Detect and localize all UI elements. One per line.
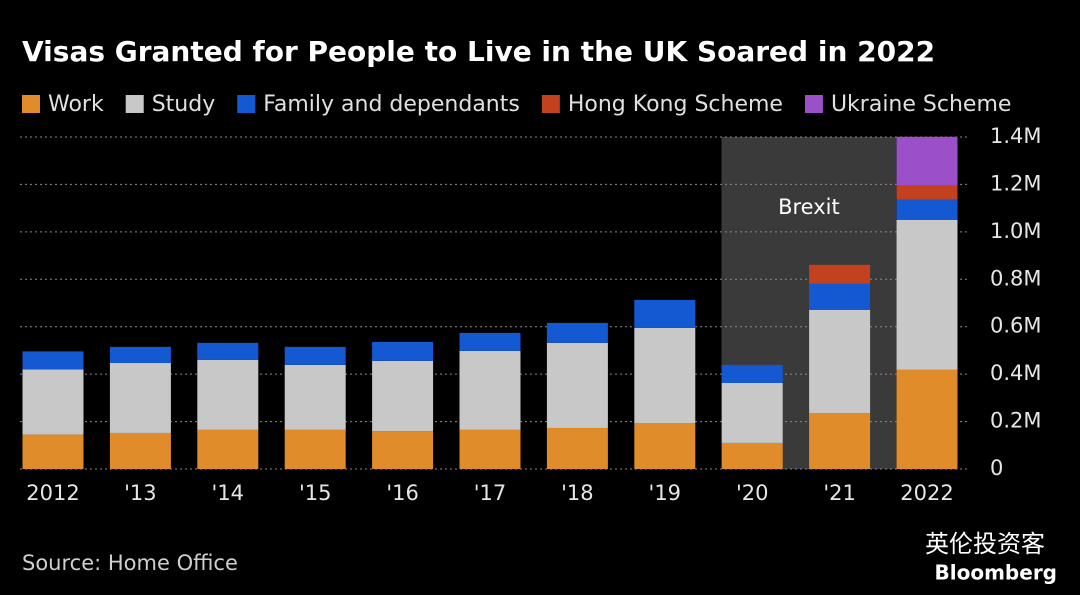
bar-segment bbox=[284, 429, 346, 469]
legend-swatch bbox=[541, 95, 560, 113]
bar-segment bbox=[721, 382, 783, 443]
x-tick-label: '13 bbox=[124, 481, 157, 505]
y-tick-label: 1.2M bbox=[990, 171, 1042, 195]
x-tick-label: '20 bbox=[736, 481, 769, 505]
bar-segment bbox=[22, 351, 84, 370]
x-tick-label: '14 bbox=[212, 481, 245, 505]
x-tick-label: '18 bbox=[561, 481, 594, 505]
bar-segment bbox=[197, 429, 259, 469]
annotation-label: Brexit bbox=[778, 195, 840, 219]
bar-segment bbox=[721, 442, 783, 469]
bar-segment bbox=[809, 309, 871, 414]
legend-swatch bbox=[22, 95, 40, 113]
bar-segment bbox=[546, 342, 608, 428]
chart-title: Visas Granted for People to Live in the … bbox=[22, 35, 935, 68]
legend: Work Study Family and dependants Hong Kong … bbox=[22, 92, 1011, 117]
bar-segment bbox=[284, 364, 346, 430]
bar-segment bbox=[896, 136, 958, 186]
bar-segment bbox=[197, 342, 259, 360]
bar-segment bbox=[634, 422, 696, 469]
brand: Bloomberg bbox=[935, 561, 1057, 585]
legend-label: Ukraine Scheme bbox=[831, 92, 1011, 117]
y-tick-label: 0 bbox=[990, 456, 1003, 480]
bar-segment bbox=[109, 346, 171, 363]
bar-segment bbox=[459, 332, 521, 351]
bar-segment bbox=[284, 346, 346, 365]
x-tick-label: 2012 bbox=[26, 481, 79, 505]
bar-segment bbox=[809, 264, 871, 284]
x-tick-label: 2022 bbox=[900, 481, 953, 505]
bar-segment bbox=[459, 429, 521, 469]
y-tick-label: 1.0M bbox=[990, 219, 1042, 243]
bar-segment bbox=[22, 369, 84, 435]
y-tick-label: 0.6M bbox=[990, 314, 1042, 338]
x-tick-label: '21 bbox=[823, 481, 856, 505]
bar-segment bbox=[197, 359, 259, 430]
bar-segment bbox=[109, 432, 171, 469]
legend-label: Family and dependants bbox=[263, 92, 520, 117]
legend-label: Work bbox=[48, 92, 104, 117]
legend-label: Study bbox=[152, 92, 216, 117]
bar-segment bbox=[809, 283, 871, 310]
bar-segment bbox=[546, 322, 608, 343]
watermark: 英伦投资客 bbox=[925, 530, 1045, 558]
bar-segment bbox=[896, 219, 958, 370]
legend-swatch bbox=[125, 95, 144, 113]
bar-segment bbox=[809, 413, 871, 469]
bar-segment bbox=[896, 185, 958, 200]
bar-segment bbox=[896, 199, 958, 220]
bar-segment bbox=[109, 362, 171, 433]
legend-swatch bbox=[237, 95, 256, 113]
x-tick-label: '17 bbox=[474, 481, 507, 505]
y-tick-label: 1.4M bbox=[990, 124, 1042, 148]
y-tick-label: 0.2M bbox=[990, 409, 1042, 433]
x-tick-label: '15 bbox=[299, 481, 332, 505]
bar-segment bbox=[372, 341, 434, 361]
source: Source: Home Office bbox=[22, 551, 238, 575]
bar-segment bbox=[459, 350, 521, 430]
bar-segment bbox=[372, 360, 434, 432]
bar-segment bbox=[546, 427, 608, 469]
bar-segment bbox=[634, 327, 696, 423]
legend-label: Hong Kong Scheme bbox=[568, 92, 783, 117]
x-tick-label: '16 bbox=[386, 481, 419, 505]
bar-segment bbox=[22, 434, 84, 469]
bar-segment bbox=[896, 369, 958, 469]
legend-swatch bbox=[804, 95, 823, 113]
bar-segment bbox=[372, 431, 434, 469]
bar-segment bbox=[634, 299, 696, 328]
y-tick-label: 0.8M bbox=[990, 266, 1042, 290]
x-tick-label: '19 bbox=[649, 481, 682, 505]
bar-segment bbox=[721, 364, 783, 383]
y-tick-label: 0.4M bbox=[990, 361, 1042, 385]
